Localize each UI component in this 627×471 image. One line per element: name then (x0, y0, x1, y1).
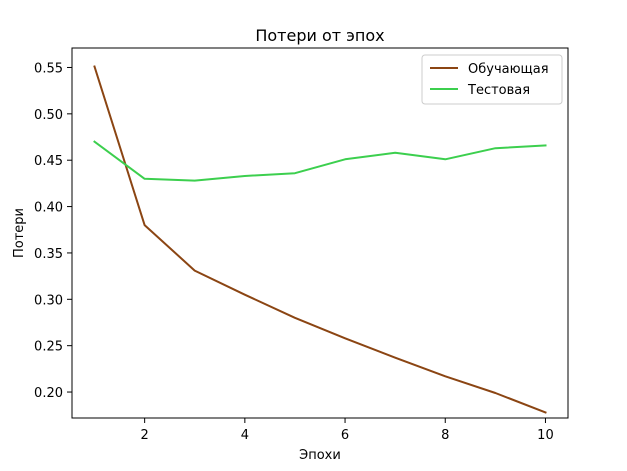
series-line-train (93, 65, 547, 414)
x-axis: 2 4 6 8 10 (141, 418, 554, 443)
x-tick-label: 6 (341, 428, 349, 443)
x-tick-label: 2 (141, 428, 149, 443)
y-axis: 0.20 0.25 0.30 0.35 0.40 0.45 0.50 0.55 (34, 61, 72, 401)
legend-label-train: Обучающая (468, 62, 549, 77)
legend-label-test: Тестовая (467, 83, 530, 98)
y-tick-label: 0.55 (34, 61, 63, 76)
x-tick-label: 10 (537, 428, 554, 443)
y-tick-label: 0.50 (34, 108, 63, 123)
y-tick-label: 0.20 (34, 386, 63, 401)
y-tick-label: 0.35 (34, 247, 63, 262)
y-tick-label: 0.30 (34, 293, 63, 308)
x-tick-label: 8 (441, 428, 449, 443)
y-axis-label: Потери (12, 208, 27, 258)
y-tick-label: 0.45 (34, 154, 63, 169)
x-axis-label: Эпохи (299, 448, 341, 463)
plot-area (93, 65, 547, 414)
y-tick-label: 0.25 (34, 340, 63, 355)
plot-frame (71, 47, 569, 419)
chart-title: Потери от эпох (255, 26, 384, 45)
x-tick-label: 4 (241, 428, 249, 443)
series-line-test (93, 140, 547, 182)
y-tick-label: 0.40 (34, 201, 63, 216)
legend: Обучающая Тестовая (421, 54, 563, 105)
